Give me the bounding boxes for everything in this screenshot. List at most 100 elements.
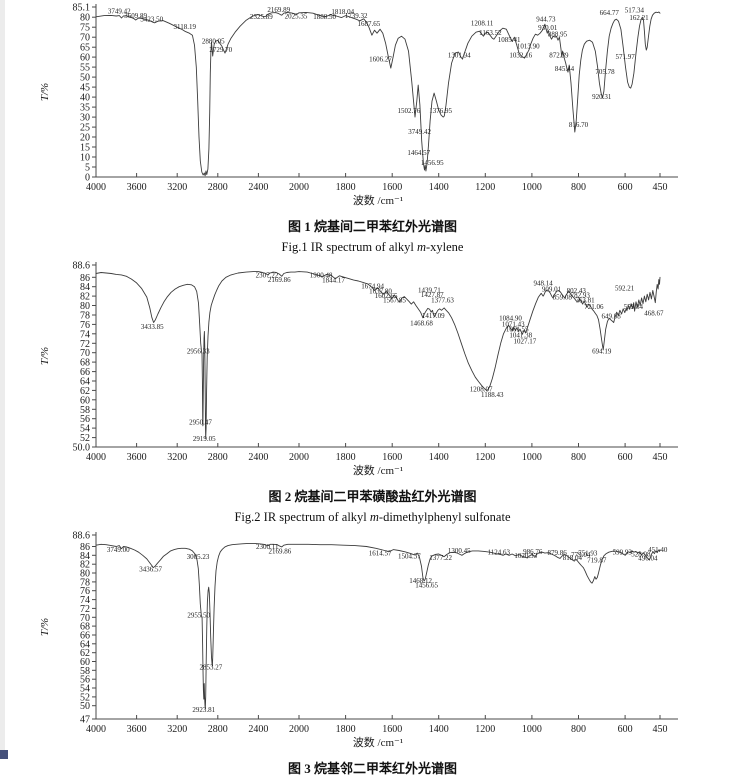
svg-text:2025.35: 2025.35 bbox=[285, 12, 308, 20]
svg-text:58: 58 bbox=[80, 405, 90, 416]
svg-text:1027.17: 1027.17 bbox=[514, 337, 537, 345]
svg-text:3749.42: 3749.42 bbox=[108, 8, 131, 16]
svg-text:3600: 3600 bbox=[127, 724, 147, 735]
scan-corner-artifact bbox=[0, 750, 8, 759]
svg-text:649.08: 649.08 bbox=[601, 312, 621, 320]
figure1-caption-en-post: -xylene bbox=[425, 240, 464, 254]
svg-text:40: 40 bbox=[80, 93, 90, 104]
svg-text:3433.85: 3433.85 bbox=[141, 323, 164, 331]
svg-text:80: 80 bbox=[80, 301, 90, 312]
svg-text:0: 0 bbox=[85, 173, 90, 184]
svg-text:450: 450 bbox=[653, 452, 668, 463]
svg-text:1600: 1600 bbox=[382, 182, 402, 193]
figure2-caption-en-italic: m bbox=[369, 510, 379, 524]
svg-text:70: 70 bbox=[80, 33, 90, 44]
figure3-caption-cn: 图 3 烷基邻二甲苯红外光谱图 bbox=[287, 761, 457, 776]
svg-text:80: 80 bbox=[80, 13, 90, 24]
svg-text:T/%: T/% bbox=[39, 618, 51, 636]
svg-text:2325.89: 2325.89 bbox=[250, 13, 273, 21]
svg-text:3749.42: 3749.42 bbox=[408, 128, 431, 136]
svg-text:50.0: 50.0 bbox=[73, 443, 91, 454]
svg-text:1085.41: 1085.41 bbox=[498, 36, 521, 44]
svg-text:1061.55: 1061.55 bbox=[506, 326, 529, 334]
svg-text:58: 58 bbox=[80, 666, 90, 677]
svg-text:1456.95: 1456.95 bbox=[421, 159, 444, 167]
svg-text:波数 /cm⁻¹: 波数 /cm⁻¹ bbox=[353, 194, 403, 207]
svg-text:2000: 2000 bbox=[289, 182, 309, 193]
svg-text:1844.17: 1844.17 bbox=[322, 276, 345, 284]
svg-text:721.06: 721.06 bbox=[584, 303, 604, 311]
svg-text:15: 15 bbox=[80, 143, 90, 154]
figure2-chart: 88.6 86 84 82 80 78 76 74 72 70 68 66 64 62 60 58 56 54 52… bbox=[8, 259, 732, 485]
svg-text:1900.48: 1900.48 bbox=[310, 272, 333, 280]
svg-text:3600: 3600 bbox=[127, 452, 147, 463]
svg-text:1000: 1000 bbox=[522, 724, 542, 735]
svg-text:450: 450 bbox=[653, 182, 668, 193]
svg-text:2729.70: 2729.70 bbox=[209, 46, 232, 54]
svg-text:1377.63: 1377.63 bbox=[431, 297, 454, 305]
svg-text:84: 84 bbox=[80, 551, 90, 562]
figure2-caption-en-post: -dimethylphenyl sulfonate bbox=[378, 510, 511, 524]
svg-text:1400: 1400 bbox=[429, 724, 449, 735]
figure1-chart: 85.1 80 75 70 65 60 55 50 45 40 35 30 25 20 15 10 5 0 4000… bbox=[8, 1, 732, 215]
svg-text:600: 600 bbox=[618, 724, 633, 735]
svg-text:1000: 1000 bbox=[522, 182, 542, 193]
svg-text:78: 78 bbox=[80, 311, 90, 322]
svg-text:4000: 4000 bbox=[86, 724, 106, 735]
figure-1: 85.1 80 75 70 65 60 55 50 45 40 35 30 25 20 15 10 5 0 4000… bbox=[8, 1, 737, 255]
svg-text:1614.57: 1614.57 bbox=[369, 549, 392, 557]
svg-text:3609.89: 3609.89 bbox=[124, 12, 147, 20]
svg-text:2000: 2000 bbox=[289, 452, 309, 463]
svg-text:1301.94: 1301.94 bbox=[448, 52, 471, 60]
figure2-caption-cn: 图 2 烷基间二甲苯磺酸盐红外光谱图 bbox=[268, 489, 477, 504]
svg-text:1200: 1200 bbox=[475, 724, 495, 735]
svg-text:3005.23: 3005.23 bbox=[187, 553, 210, 561]
svg-text:599.93: 599.93 bbox=[613, 549, 633, 557]
svg-text:2956.33: 2956.33 bbox=[187, 348, 210, 356]
svg-text:2169.86: 2169.86 bbox=[268, 276, 291, 284]
svg-text:30: 30 bbox=[80, 113, 90, 124]
svg-text:1208.07: 1208.07 bbox=[470, 385, 493, 393]
svg-text:4000: 4000 bbox=[86, 452, 106, 463]
svg-text:1300.45: 1300.45 bbox=[448, 547, 471, 555]
svg-text:1124.63: 1124.63 bbox=[488, 549, 511, 557]
figure3-chart: 88.6 86 84 82 80 78 76 74 72 70 68 66 64 62 60 58 56 54 52… bbox=[8, 529, 732, 757]
svg-text:1032.16: 1032.16 bbox=[509, 52, 532, 60]
svg-text:3118.19: 3118.19 bbox=[174, 23, 197, 31]
figure-3: 88.6 86 84 82 80 78 76 74 72 70 68 66 64 62 60 58 56 54 52… bbox=[8, 529, 737, 777]
svg-text:波数 /cm⁻¹: 波数 /cm⁻¹ bbox=[353, 736, 403, 749]
svg-text:162.21: 162.21 bbox=[629, 14, 649, 22]
svg-text:2300.11: 2300.11 bbox=[256, 543, 279, 551]
svg-text:451.40: 451.40 bbox=[648, 546, 668, 554]
svg-text:592.21: 592.21 bbox=[615, 285, 635, 293]
svg-text:1818.04: 1818.04 bbox=[331, 8, 354, 16]
svg-text:72: 72 bbox=[80, 339, 90, 350]
svg-text:1013.90: 1013.90 bbox=[517, 43, 540, 51]
svg-text:751.93: 751.93 bbox=[578, 549, 598, 557]
svg-text:2880.05: 2880.05 bbox=[202, 38, 225, 46]
svg-text:2800: 2800 bbox=[208, 182, 228, 193]
svg-text:705.78: 705.78 bbox=[595, 68, 615, 76]
svg-text:60: 60 bbox=[80, 53, 90, 64]
figure2-caption-en: Fig.2 IR spectrum of alkyl m-dimethylphe… bbox=[8, 509, 737, 525]
svg-text:1188.43: 1188.43 bbox=[481, 391, 504, 399]
svg-text:波数 /cm⁻¹: 波数 /cm⁻¹ bbox=[353, 464, 403, 477]
svg-text:571.97: 571.97 bbox=[615, 53, 635, 61]
svg-text:72: 72 bbox=[80, 604, 90, 615]
svg-text:1417.09: 1417.09 bbox=[422, 312, 445, 320]
svg-text:816.70: 816.70 bbox=[569, 121, 589, 129]
svg-text:600: 600 bbox=[618, 452, 633, 463]
svg-text:2955.50: 2955.50 bbox=[187, 612, 210, 620]
svg-text:559.84: 559.84 bbox=[624, 303, 644, 311]
svg-text:1400: 1400 bbox=[429, 452, 449, 463]
svg-text:948.14: 948.14 bbox=[533, 280, 553, 288]
svg-text:909.01: 909.01 bbox=[542, 285, 562, 293]
svg-text:1800: 1800 bbox=[336, 724, 356, 735]
svg-text:66: 66 bbox=[80, 367, 90, 378]
figure1-caption: 图 1 烷基间二甲苯红外光谱图 Fig.1 IR spectrum of alk… bbox=[8, 218, 737, 255]
figure2-caption-en-pre: Fig.2 IR spectrum of alkyl bbox=[234, 510, 370, 524]
svg-text:66: 66 bbox=[80, 631, 90, 642]
svg-text:80: 80 bbox=[80, 569, 90, 580]
svg-text:763.81: 763.81 bbox=[575, 297, 595, 305]
svg-text:86: 86 bbox=[80, 273, 90, 284]
